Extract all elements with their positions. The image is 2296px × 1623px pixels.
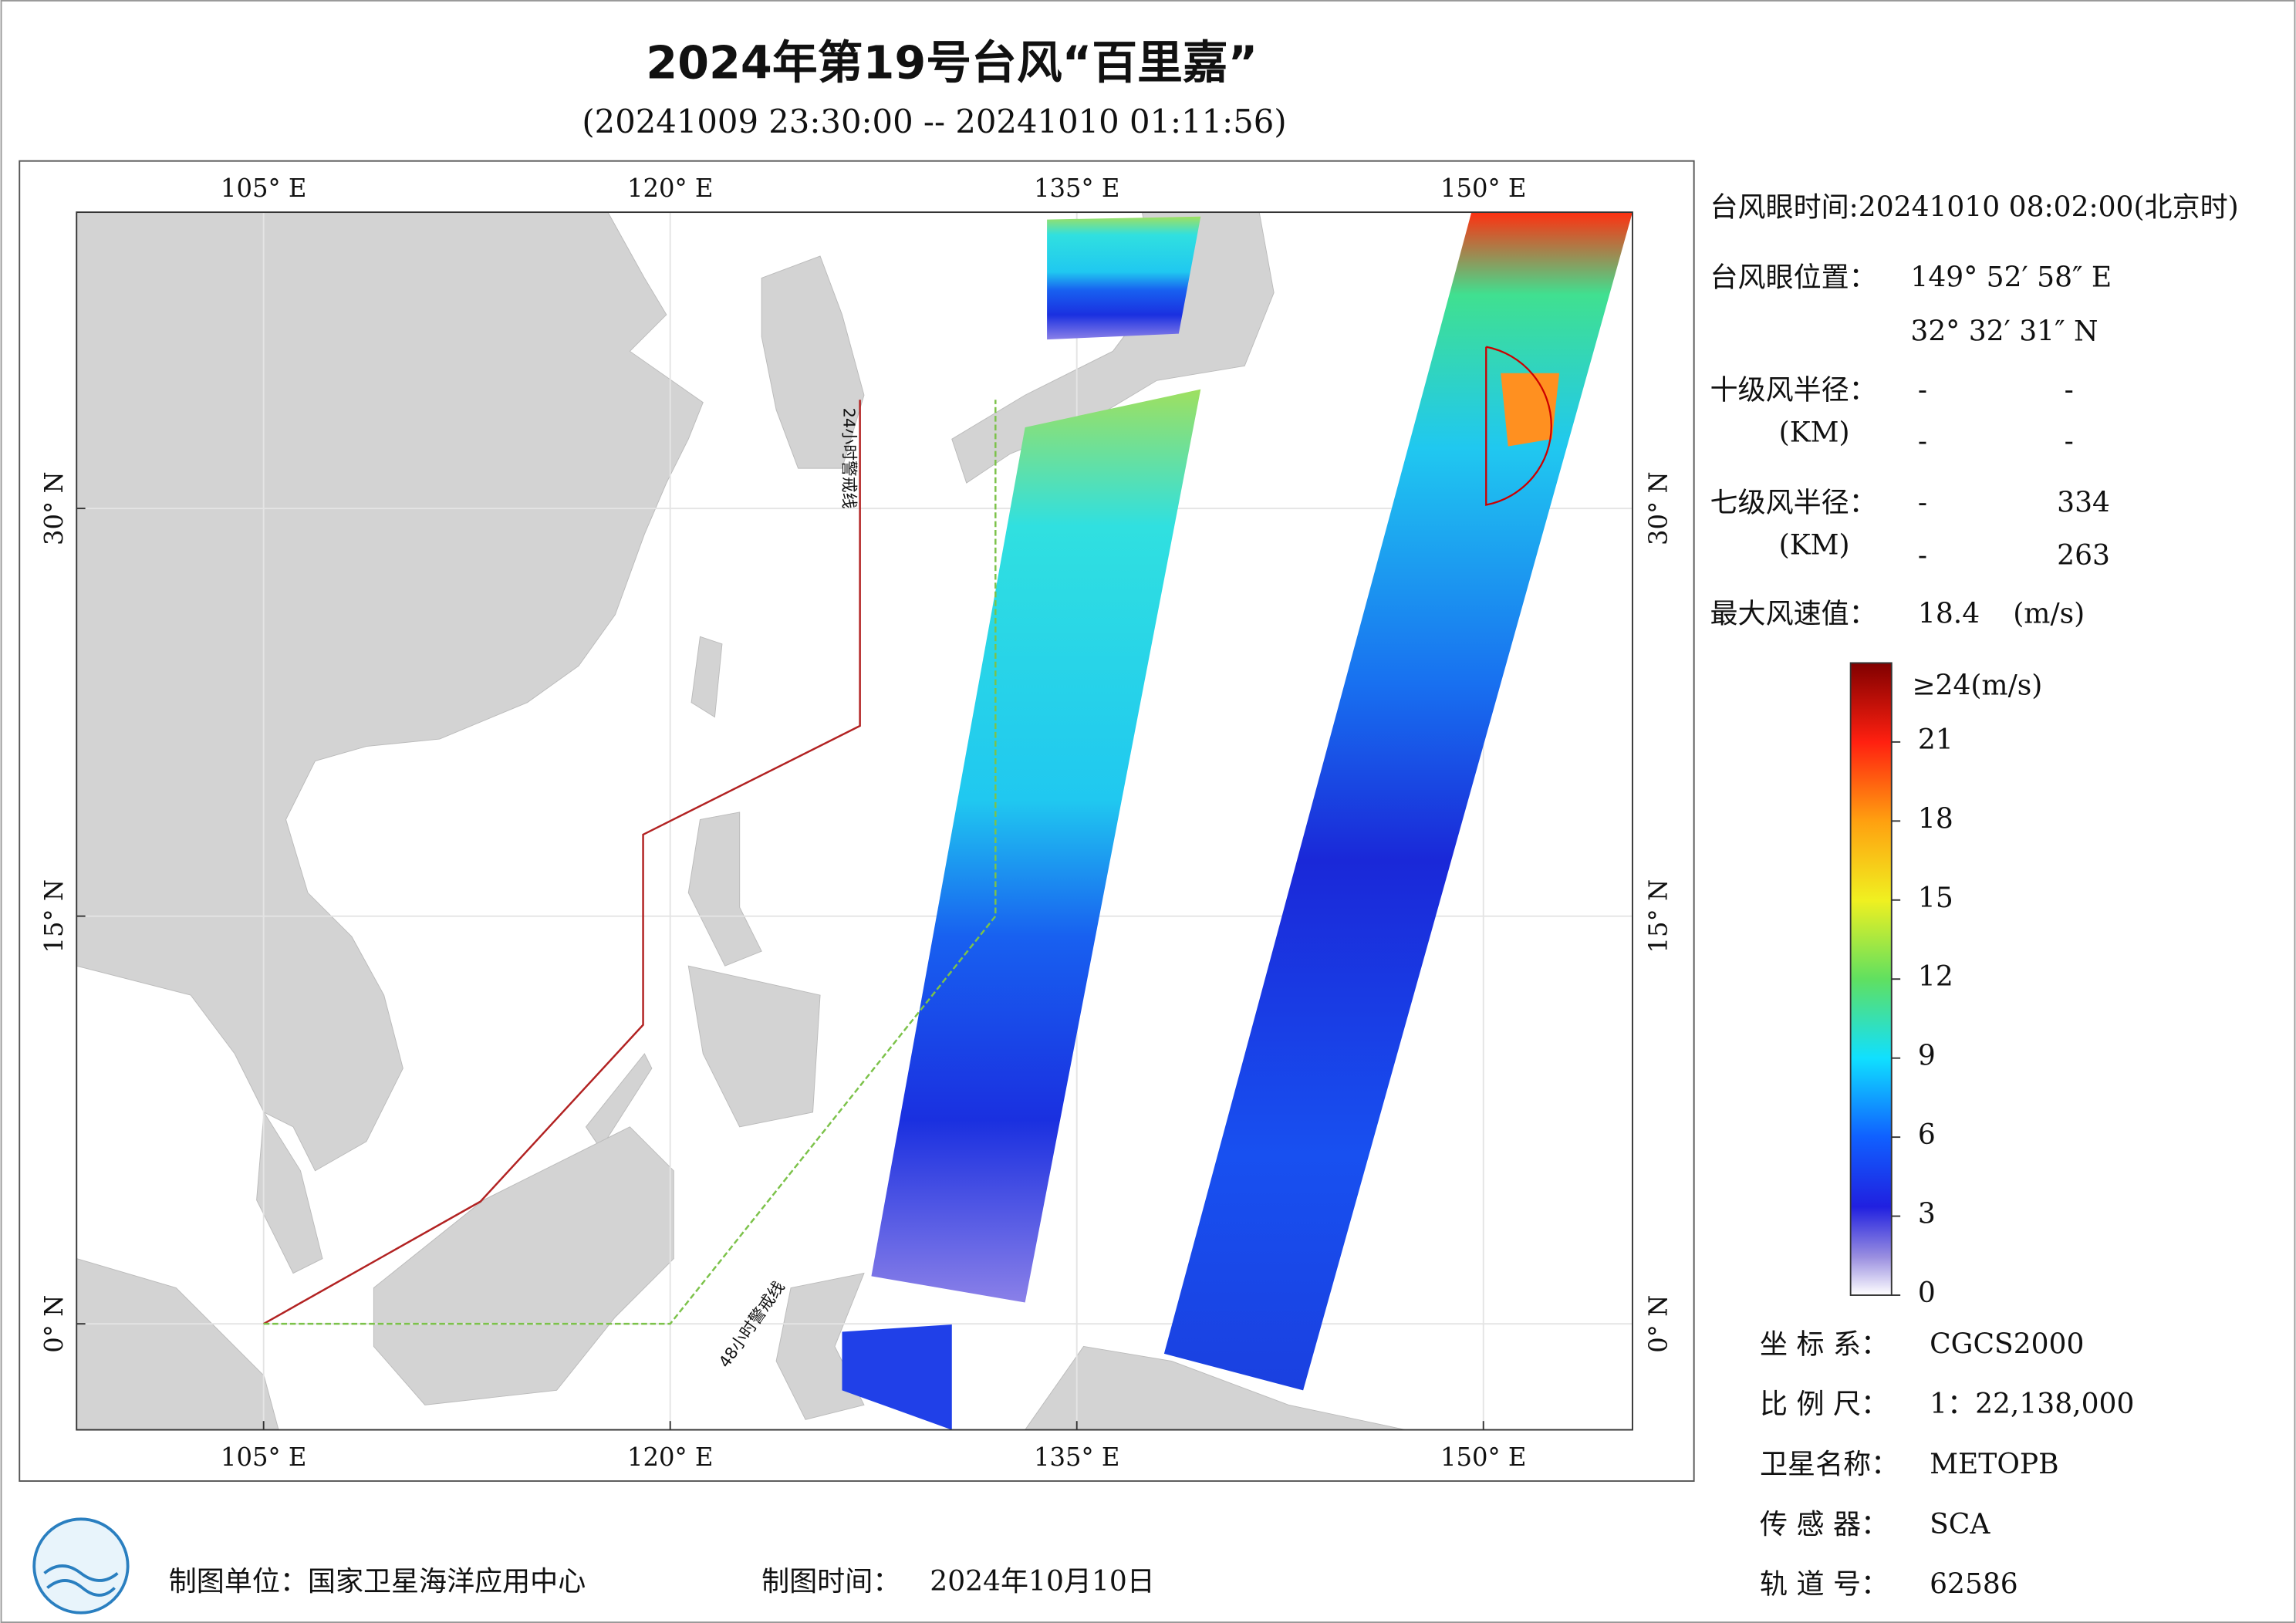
meta-value: CGCS2000 — [1930, 1328, 2084, 1360]
subtitle: (20241009 23:30:00 -- 20241010 01:11:56) — [582, 103, 1286, 140]
colorbar-max-label: ≥24(m/s) — [1912, 670, 2042, 702]
value: 18.4 — [1918, 599, 1980, 630]
value: - — [1918, 488, 1927, 519]
wind-radius — [1485, 346, 1552, 506]
logo — [32, 1517, 130, 1615]
warning-line — [263, 400, 997, 1325]
meta-label: 比 例 尺： — [1760, 1388, 1889, 1420]
colorbar-tick-label: 18 — [1918, 803, 1953, 835]
meta-value: 62586 — [1930, 1569, 2018, 1601]
value: - — [2065, 374, 2074, 406]
x-tick-label: 135° E — [1034, 1442, 1119, 1472]
x-tick-label: 120° E — [627, 174, 713, 203]
ticks: 105° E 105° E 120° E 120° E 135° E 135° E 150°… — [39, 174, 1673, 1472]
colorbar-tick-label: 9 — [1918, 1041, 1936, 1072]
x-tick-label: 105° E — [221, 174, 306, 203]
meta: 坐 标 系： CGCS2000 比 例 尺： 1：22,138,000 卫星名称： MET… — [1760, 1328, 2134, 1600]
colorbar-tick-label: 6 — [1918, 1119, 1936, 1151]
colorbar-tick-label: 21 — [1918, 724, 1953, 756]
value: 32° 32′ 31″ N — [1910, 316, 2098, 348]
y-tick-label: 15° N — [39, 879, 69, 953]
footer-time-label: 制图时间： — [761, 1566, 900, 1598]
footer-unit: 制图单位：国家卫星海洋应用中心 — [169, 1566, 586, 1598]
meta-value: SCA — [1930, 1509, 1990, 1540]
colorbar-tick-label: 12 — [1918, 961, 1953, 993]
label: 台风眼位置： — [1710, 262, 1877, 293]
label: 十级风半径： — [1710, 374, 1877, 406]
label: 七级风半径： — [1710, 488, 1877, 519]
colorbar-ticks: 0 3 6 9 12 15 18 21 — [1891, 724, 1953, 1309]
y-tick-label: 30° N — [1644, 471, 1673, 545]
wind-swaths — [842, 212, 1633, 1430]
x-tick-label: 105° E — [221, 1442, 306, 1472]
colorbar-tick-label: 0 — [1918, 1277, 1936, 1309]
x-tick-label: 135° E — [1034, 174, 1119, 203]
colorbar-tick-label: 3 — [1918, 1199, 1936, 1230]
meta-label: 坐 标 系： — [1760, 1328, 1889, 1360]
y-tick-label: 30° N — [39, 471, 69, 545]
colorbar-tick-label: 15 — [1918, 882, 1953, 914]
eye-time: 台风眼时间:20241010 08:02:00(北京时) — [1710, 191, 2239, 223]
meta-value: METOPB — [1930, 1449, 2059, 1480]
value: 263 — [2057, 540, 2110, 572]
warning-line-label: 24小时警戒线 — [839, 408, 858, 509]
title: 2024年第19号台风“百里嘉” — [646, 35, 1258, 89]
value: - — [1918, 374, 1927, 406]
y-tick-label: 0° N — [39, 1295, 69, 1353]
y-tick-label: 0° N — [1644, 1295, 1673, 1353]
info-panel: 台风眼时间:20241010 08:02:00(北京时) 台风眼位置： 149°… — [1710, 191, 2239, 629]
meta-label: 轨 道 号： — [1760, 1569, 1889, 1601]
unit: (KM) — [1779, 530, 1850, 562]
label: 最大风速值： — [1710, 599, 1877, 630]
meta-label: 卫星名称： — [1760, 1449, 1899, 1480]
x-tick-label: 150° E — [1440, 174, 1526, 203]
land — [76, 212, 1406, 1430]
x-tick-label: 150° E — [1440, 1442, 1526, 1472]
meta-value: 1：22,138,000 — [1930, 1388, 2134, 1420]
y-tick-label: 15° N — [1644, 879, 1673, 953]
value: - — [1918, 426, 1927, 457]
value: - — [2065, 426, 2074, 457]
warning-line — [263, 400, 861, 1325]
colorbar — [1849, 662, 1893, 1296]
meta-label: 传 感 器： — [1760, 1509, 1889, 1540]
map-frame — [76, 211, 1633, 1431]
x-tick-label: 120° E — [627, 1442, 713, 1472]
unit: (KM) — [1779, 417, 1850, 448]
value: 334 — [2057, 488, 2110, 519]
unit: (m/s) — [2013, 599, 2085, 630]
value: - — [1918, 540, 1927, 572]
footer-time: 2024年10月10日 — [930, 1566, 1155, 1598]
map-panel — [19, 160, 1695, 1482]
value: 149° 52′ 58″ E — [1910, 262, 2112, 293]
